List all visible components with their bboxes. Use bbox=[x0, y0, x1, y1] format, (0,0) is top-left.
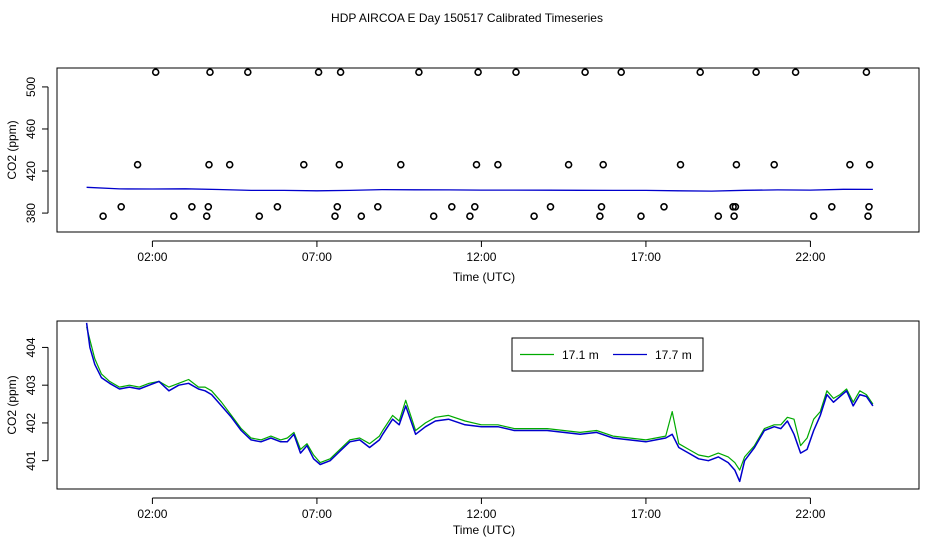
top-x-tick-label: 22:00 bbox=[795, 250, 825, 264]
top-flag-point bbox=[470, 203, 479, 211]
top-flag-point bbox=[273, 203, 282, 211]
top-y-tick-label: 380 bbox=[24, 203, 38, 223]
top-flag-point bbox=[472, 160, 481, 169]
top-flag-point bbox=[731, 203, 740, 211]
top-flag-point bbox=[255, 212, 264, 220]
top-flag-point bbox=[396, 160, 405, 169]
top-flag-point bbox=[336, 68, 345, 76]
top-flag-point bbox=[564, 160, 573, 169]
bottom-y-tick-label: 404 bbox=[24, 337, 38, 357]
top-flag-point bbox=[206, 68, 214, 76]
top-x-tick-label: 07:00 bbox=[302, 250, 332, 264]
top-flag-point bbox=[447, 203, 456, 211]
legend-label-series-1: 17.1 m bbox=[562, 348, 599, 362]
bottom-y-axis: 401 402 403 404 bbox=[24, 337, 49, 471]
top-flag-point bbox=[730, 212, 738, 220]
top-flag-point bbox=[696, 68, 705, 76]
top-x-tick-label: 02:00 bbox=[137, 250, 167, 264]
top-flag-point bbox=[151, 68, 160, 76]
top-flag-point bbox=[714, 212, 723, 220]
top-flag-point bbox=[862, 68, 871, 76]
top-flag-point bbox=[474, 68, 482, 76]
top-flag-point bbox=[335, 160, 344, 169]
top-x-tick-label: 12:00 bbox=[466, 250, 496, 264]
bottom-x-axis-label: Time (UTC) bbox=[453, 523, 515, 537]
top-flag-point bbox=[244, 68, 252, 76]
top-flag-point bbox=[331, 212, 339, 220]
top-y-tick-label: 500 bbox=[24, 77, 38, 97]
top-flag-point bbox=[865, 160, 874, 169]
bottom-y-axis-label: CO2 (ppm) bbox=[5, 375, 19, 434]
top-flag-point bbox=[581, 68, 589, 76]
top-flag-point bbox=[314, 68, 323, 76]
bottom-x-tick-label: 02:00 bbox=[137, 507, 167, 521]
top-plot-frame bbox=[56, 67, 920, 233]
top-flag-point bbox=[617, 68, 626, 76]
top-y-axis: 380 420 460 500 bbox=[24, 77, 49, 223]
top-flag-point bbox=[637, 212, 645, 220]
top-flag-point bbox=[660, 203, 668, 211]
top-flag-point bbox=[466, 212, 474, 220]
top-flag-point bbox=[809, 212, 818, 220]
top-flag-point bbox=[188, 203, 196, 211]
top-flag-point bbox=[117, 203, 125, 211]
top-flag-point bbox=[599, 160, 608, 169]
top-flag-point bbox=[429, 212, 438, 220]
top-y-axis-label: CO2 (ppm) bbox=[5, 120, 19, 179]
top-flag-point bbox=[732, 160, 741, 169]
bottom-series bbox=[85, 322, 874, 483]
series-line-2 bbox=[85, 322, 874, 483]
bottom-y-tick-label: 401 bbox=[24, 450, 38, 470]
top-y-tick-label: 460 bbox=[24, 119, 38, 139]
bottom-x-tick-label: 07:00 bbox=[302, 507, 332, 521]
chart-title: HDP AIRCOA E Day 150517 Calibrated Times… bbox=[331, 11, 603, 25]
top-flag-point bbox=[225, 160, 234, 169]
top-flag-point bbox=[846, 160, 854, 169]
bottom-x-axis: 02:00 07:00 12:00 17:00 22:00 bbox=[137, 497, 826, 521]
top-flag-point bbox=[546, 203, 555, 211]
top-x-axis-label: Time (UTC) bbox=[453, 270, 515, 284]
bottom-x-tick-label: 12:00 bbox=[466, 507, 496, 521]
top-flag-point bbox=[827, 203, 836, 211]
series-line-1 bbox=[86, 326, 874, 471]
top-flag-point bbox=[133, 160, 142, 169]
top-flag-point bbox=[596, 212, 604, 220]
top-flag-point bbox=[864, 212, 872, 220]
top-flag-point bbox=[770, 160, 779, 169]
top-flag-point bbox=[676, 160, 685, 169]
top-flag-point bbox=[170, 212, 178, 220]
bottom-y-tick-label: 402 bbox=[24, 413, 38, 433]
top-flag-point bbox=[494, 160, 502, 169]
top-flag-point bbox=[415, 68, 423, 76]
top-flag-point bbox=[752, 68, 760, 76]
top-flag-point bbox=[530, 212, 538, 220]
top-flag-point bbox=[205, 160, 213, 169]
top-flag-point bbox=[299, 160, 308, 169]
legend: 17.1 m 17.7 m bbox=[511, 337, 704, 372]
bottom-x-tick-label: 17:00 bbox=[631, 507, 661, 521]
top-flag-point bbox=[357, 212, 366, 220]
top-x-tick-label: 17:00 bbox=[631, 250, 661, 264]
top-flag-point bbox=[99, 212, 107, 220]
top-flag-point bbox=[597, 203, 606, 211]
top-flag-point bbox=[202, 212, 211, 220]
bottom-plot-frame bbox=[56, 320, 920, 490]
top-flag-point bbox=[512, 68, 520, 76]
bottom-panel: 02:00 07:00 12:00 17:00 22:00 401 402 403 404 T… bbox=[5, 320, 920, 537]
top-flag-point bbox=[204, 203, 213, 211]
legend-label-series-2: 17.7 m bbox=[655, 348, 692, 362]
top-panel: 02:00 07:00 12:00 17:00 22:00 380 420 460 500 T… bbox=[5, 67, 920, 284]
top-series-line bbox=[86, 186, 873, 192]
top-y-tick-label: 420 bbox=[24, 161, 38, 181]
top-x-axis: 02:00 07:00 12:00 17:00 22:00 bbox=[137, 240, 826, 264]
top-flag-point bbox=[791, 68, 800, 76]
top-flag-point bbox=[373, 203, 382, 211]
top-flag-point bbox=[333, 203, 342, 211]
bottom-x-tick-label: 22:00 bbox=[795, 507, 825, 521]
top-flag-point bbox=[865, 203, 873, 211]
top-series bbox=[86, 68, 874, 220]
bottom-y-tick-label: 403 bbox=[24, 375, 38, 395]
